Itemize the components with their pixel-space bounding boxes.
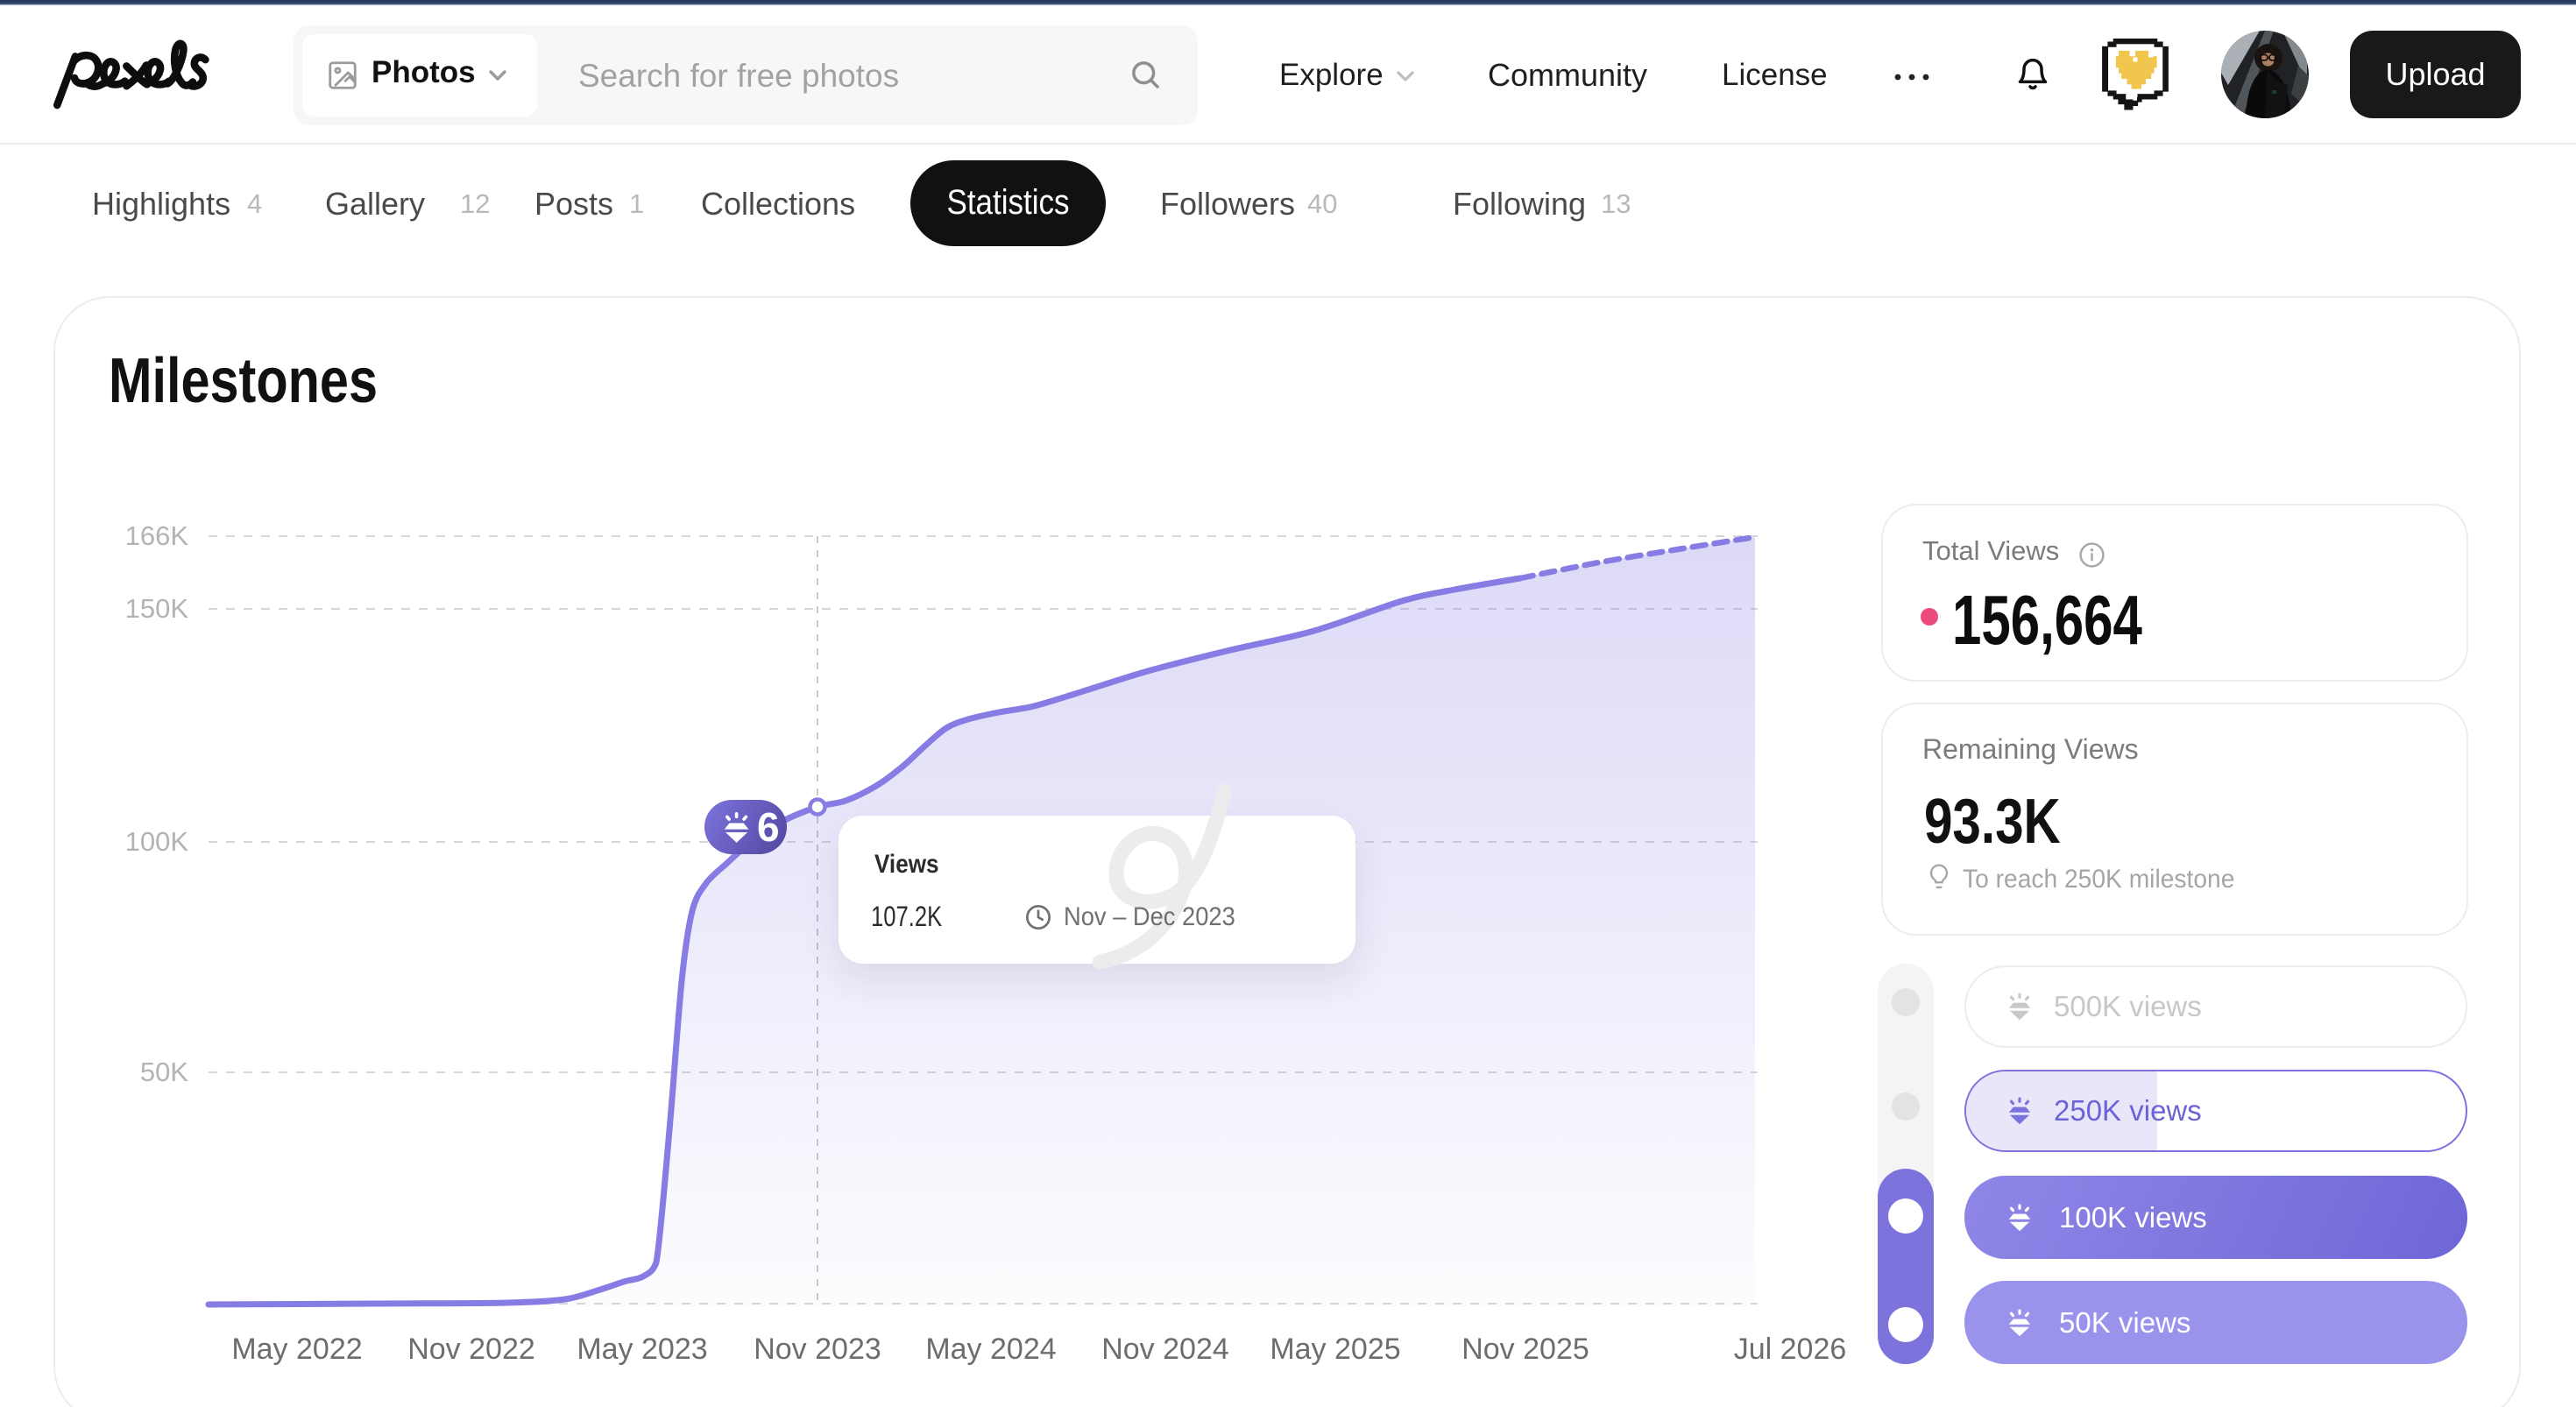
svg-text:6: 6 bbox=[757, 804, 780, 850]
